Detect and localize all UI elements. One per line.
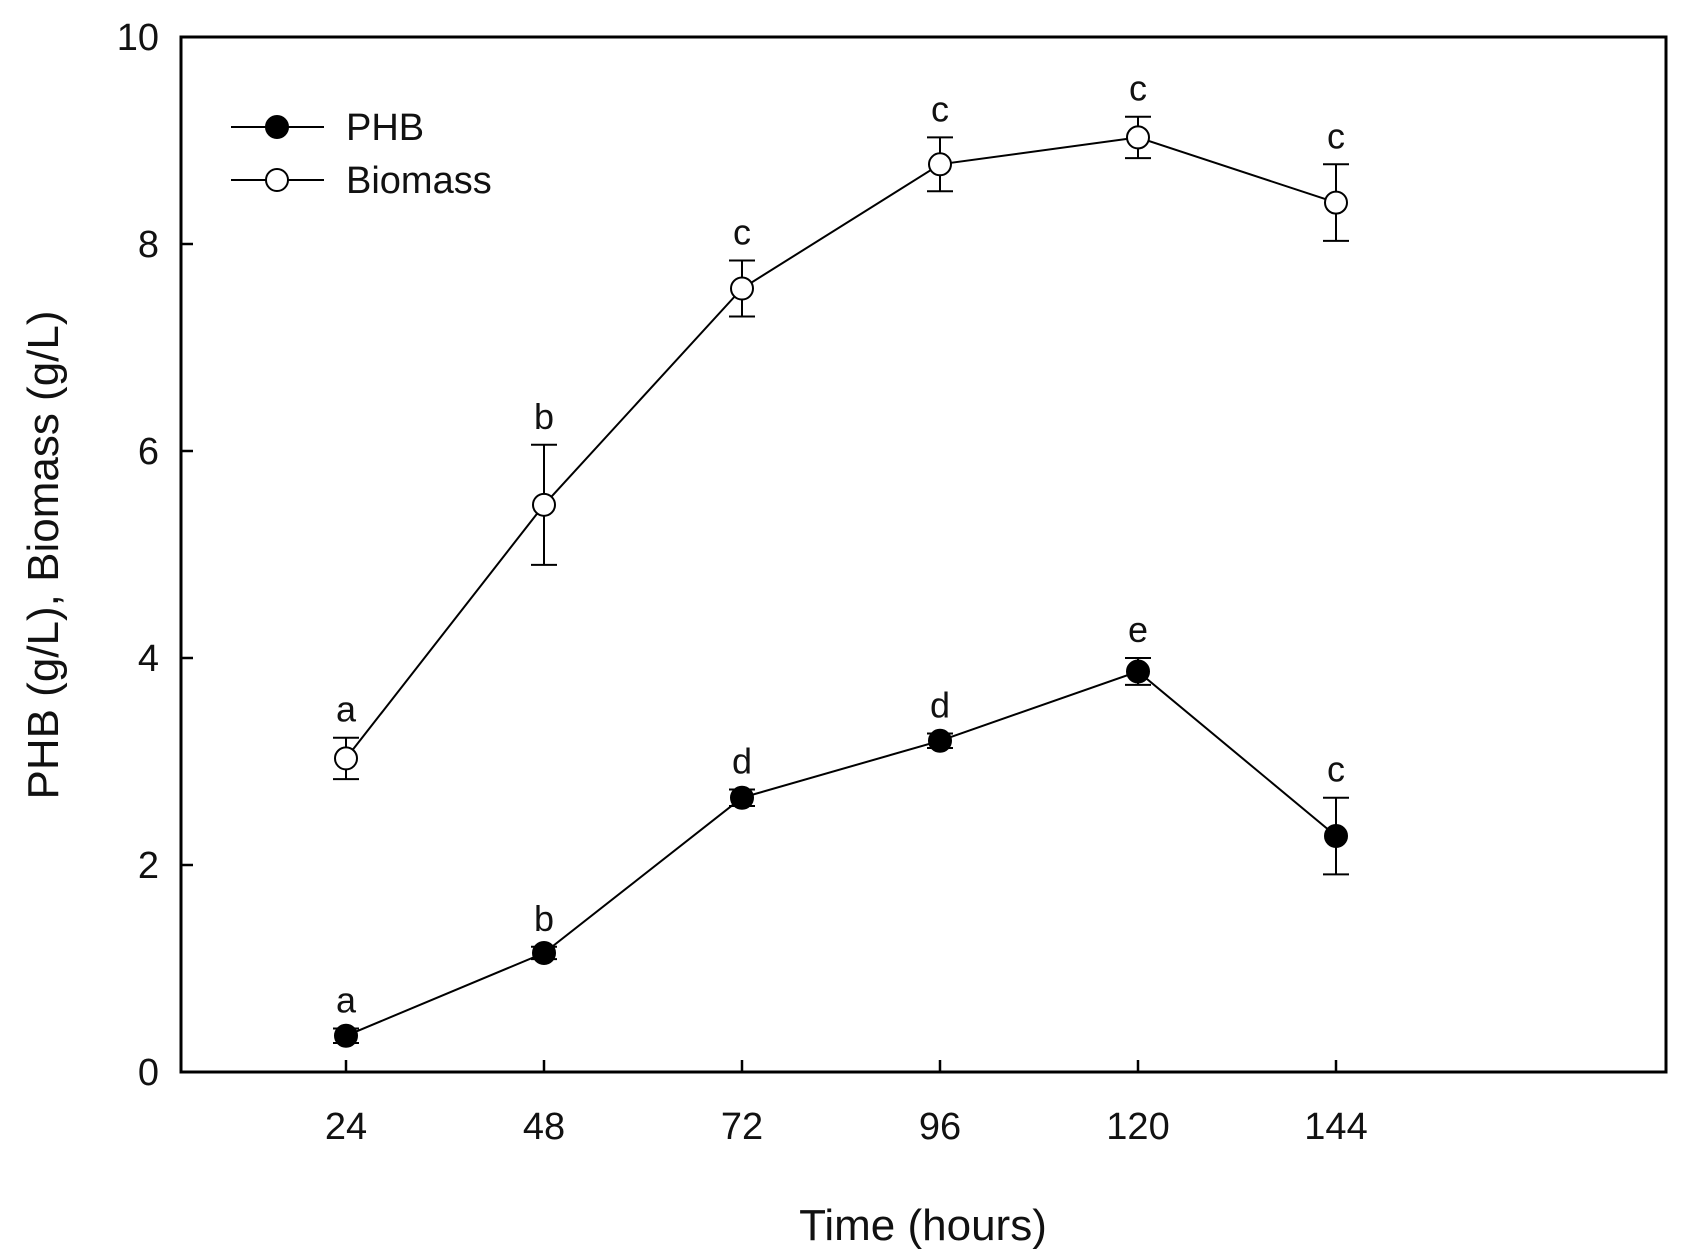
phb-point [334, 1023, 358, 1048]
x-tick-label: 96 [919, 1106, 961, 1148]
phb-point [1324, 824, 1348, 849]
biomass-point [532, 492, 556, 517]
biomass-significance-label: c [1129, 68, 1147, 109]
phb-point [730, 785, 754, 810]
phb-significance-label: b [534, 898, 554, 939]
biomass-significance-label: c [1327, 115, 1345, 156]
phb-point [928, 728, 952, 753]
x-tick-label: 72 [721, 1106, 763, 1148]
plot-frame [179, 35, 1668, 1074]
legend-marker-phb [265, 115, 289, 139]
x-tick-label: 144 [1304, 1106, 1367, 1148]
legend-marker-biomass [265, 168, 289, 192]
phb-point [1126, 659, 1150, 684]
biomass-point [730, 276, 754, 301]
phb-series: a b d d e c [333, 609, 1349, 1048]
biomass-significance-label: c [931, 88, 949, 129]
x-axis-title: Time (hours) [799, 1201, 1047, 1250]
biomass-significance-label: c [733, 212, 751, 253]
biomass-line [345, 136, 1337, 760]
x-tick-label: 48 [523, 1106, 565, 1148]
phb-significance-label: d [732, 740, 752, 781]
y-tick-label: 8 [138, 224, 159, 266]
x-tick-label: 120 [1106, 1106, 1169, 1148]
y-tick-label: 10 [117, 17, 159, 59]
biomass-point [1126, 125, 1150, 150]
biomass-point [1324, 190, 1348, 215]
biomass-significance-label: b [534, 396, 554, 437]
y-tick-label: 6 [138, 431, 159, 473]
phb-significance-label: a [336, 980, 357, 1021]
legend-label-biomass: Biomass [346, 160, 492, 202]
biomass-series: a b c c c c [333, 68, 1349, 781]
y-axis-title: PHB (g/L), Biomass (g/L) [19, 310, 68, 799]
y-tick-label: 4 [138, 638, 159, 680]
biomass-point [334, 746, 358, 771]
phb-point [532, 940, 556, 965]
y-tick-label: 0 [138, 1052, 159, 1094]
phb-line [345, 670, 1337, 1037]
phb-significance-label: c [1327, 749, 1345, 790]
x-tick-label: 24 [325, 1106, 367, 1148]
biomass-significance-label: a [336, 689, 357, 730]
y-tick-label: 2 [138, 845, 159, 887]
legend-label-phb: PHB [346, 107, 424, 149]
phb-significance-label: d [930, 685, 950, 726]
biomass-point [928, 152, 952, 177]
phb-significance-label: e [1128, 609, 1148, 650]
